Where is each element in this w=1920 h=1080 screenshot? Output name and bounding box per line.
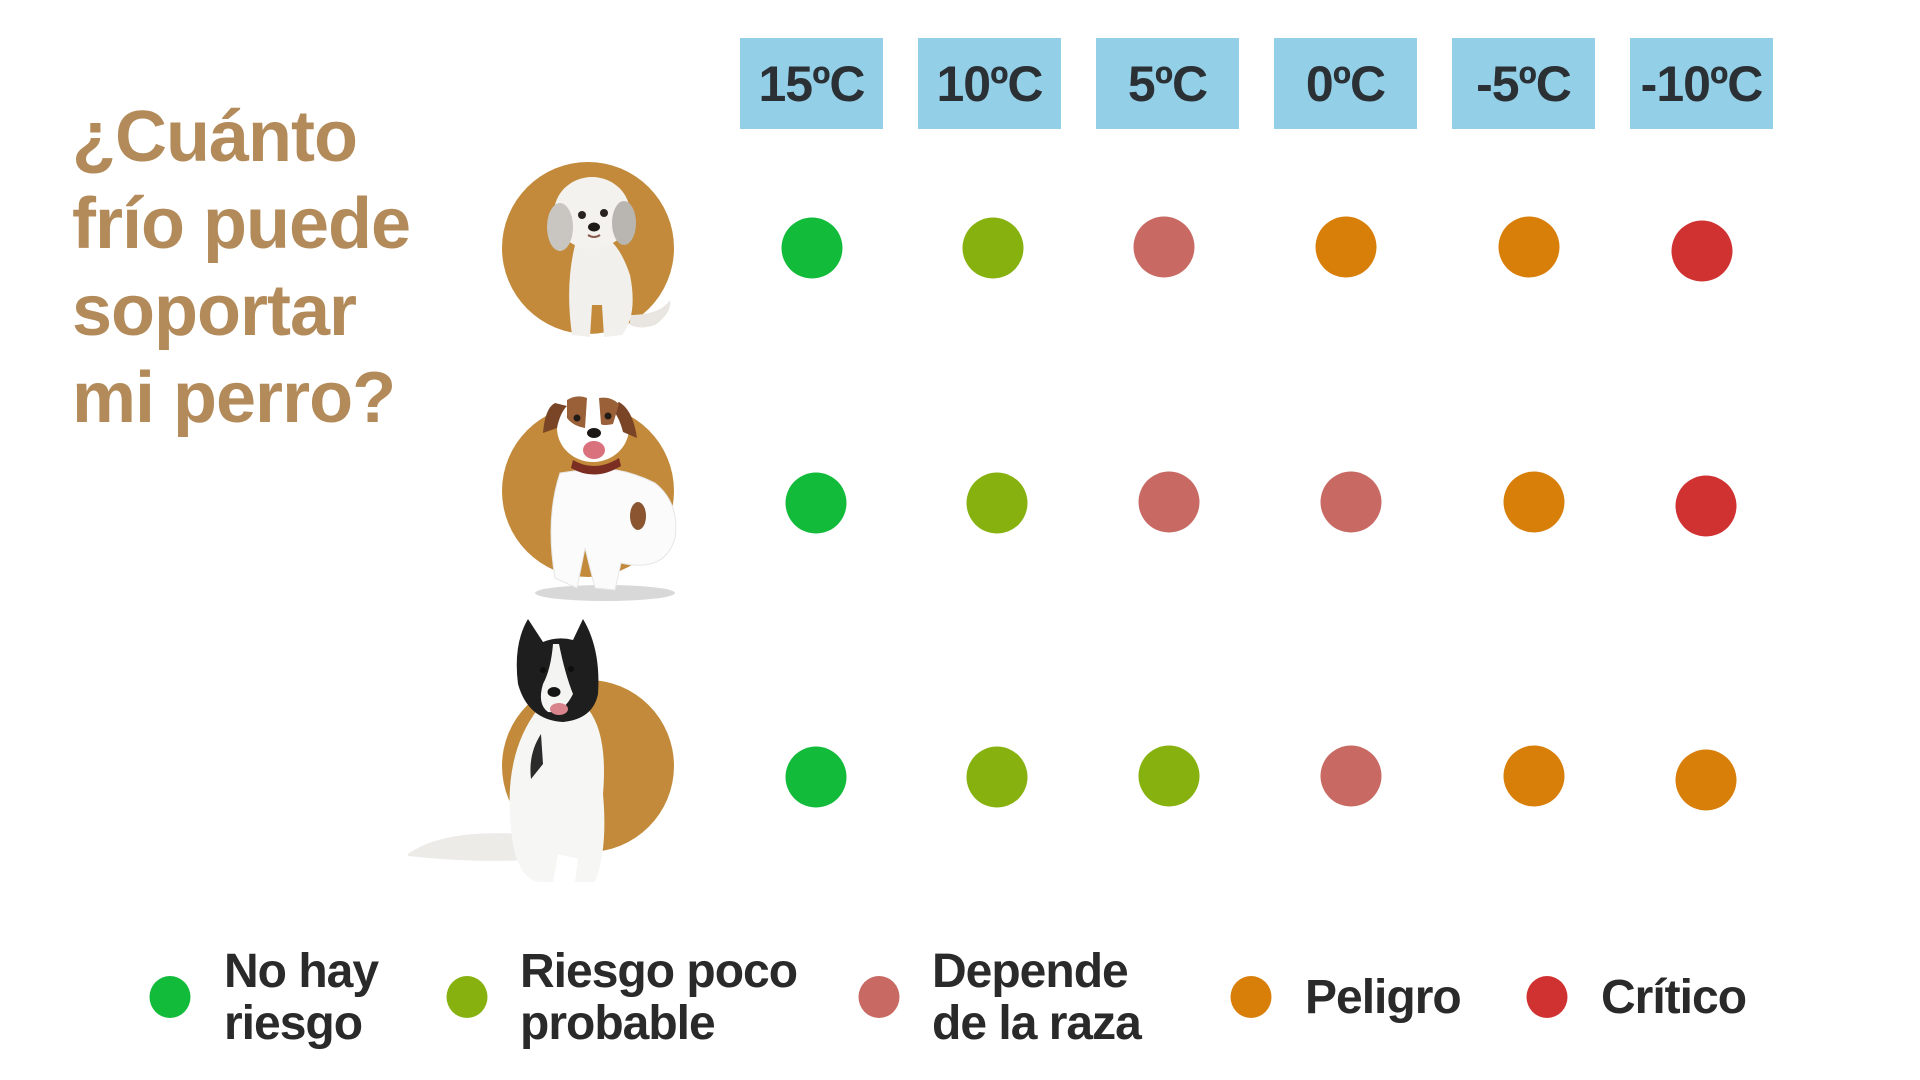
legend-label-line: Depende bbox=[932, 945, 1129, 998]
legend-label-line: No hay bbox=[224, 945, 379, 998]
legend-label: No hay riesgo bbox=[224, 945, 379, 1050]
rating-dot-danger bbox=[1675, 749, 1737, 811]
legend-dot-icon bbox=[446, 976, 488, 1018]
rating-dot-danger bbox=[1315, 216, 1377, 278]
rating-dot-depends-on-breed bbox=[1320, 745, 1382, 807]
title-line: soportar bbox=[72, 271, 357, 351]
legend-label: Depende de la raza bbox=[932, 945, 1142, 1050]
legend-label: Crítico bbox=[1601, 971, 1747, 1024]
rating-dot-unlikely-risk bbox=[966, 472, 1028, 534]
legend-dot-icon bbox=[1526, 976, 1568, 1018]
legend-label-line: Riesgo poco bbox=[520, 945, 798, 998]
temperature-header: 0ºC bbox=[1274, 38, 1417, 129]
temperature-header: 15ºC bbox=[740, 38, 883, 129]
legend-dot-icon bbox=[858, 976, 900, 1018]
rating-dot-danger bbox=[1498, 216, 1560, 278]
legend-label-line: riesgo bbox=[224, 997, 363, 1050]
rating-dot-depends-on-breed bbox=[1133, 216, 1195, 278]
rating-dot-depends-on-breed bbox=[1138, 471, 1200, 533]
legend-label-line: de la raza bbox=[932, 997, 1142, 1050]
legend-label-line: Crítico bbox=[1601, 971, 1747, 1024]
rating-dot-critical bbox=[1671, 220, 1733, 282]
temperature-header: -5ºC bbox=[1452, 38, 1595, 129]
rating-dot-no-risk bbox=[781, 217, 843, 279]
temperature-header: 5ºC bbox=[1096, 38, 1239, 129]
temperature-header: 10ºC bbox=[918, 38, 1061, 129]
rating-dot-critical bbox=[1675, 475, 1737, 537]
title-line: mi perro? bbox=[72, 358, 396, 438]
large-border-collie-dog-icon bbox=[408, 619, 605, 882]
small-white-dog-icon bbox=[547, 177, 671, 337]
rating-dot-unlikely-risk bbox=[966, 746, 1028, 808]
legend-label-line: probable bbox=[520, 997, 716, 1050]
rating-dot-no-risk bbox=[785, 472, 847, 534]
legend-label: Peligro bbox=[1305, 971, 1462, 1024]
page-title: ¿Cuánto frío puede soportar mi perro? bbox=[72, 94, 472, 442]
rating-dot-no-risk bbox=[785, 746, 847, 808]
rating-dot-danger bbox=[1503, 471, 1565, 533]
title-line: frío puede bbox=[72, 184, 411, 264]
legend-label: Riesgo poco probable bbox=[520, 945, 798, 1050]
legend-label-line: Peligro bbox=[1305, 971, 1462, 1024]
temperature-header: -10ºC bbox=[1630, 38, 1773, 129]
legend-dot-icon bbox=[1230, 976, 1272, 1018]
title-line: ¿Cuánto bbox=[72, 97, 358, 177]
medium-terrier-dog-icon bbox=[535, 394, 677, 601]
legend-dot-icon bbox=[149, 976, 191, 1018]
rating-dot-depends-on-breed bbox=[1320, 471, 1382, 533]
rating-dot-unlikely-risk bbox=[1138, 745, 1200, 807]
rating-dot-danger bbox=[1503, 745, 1565, 807]
rating-dot-unlikely-risk bbox=[962, 217, 1024, 279]
